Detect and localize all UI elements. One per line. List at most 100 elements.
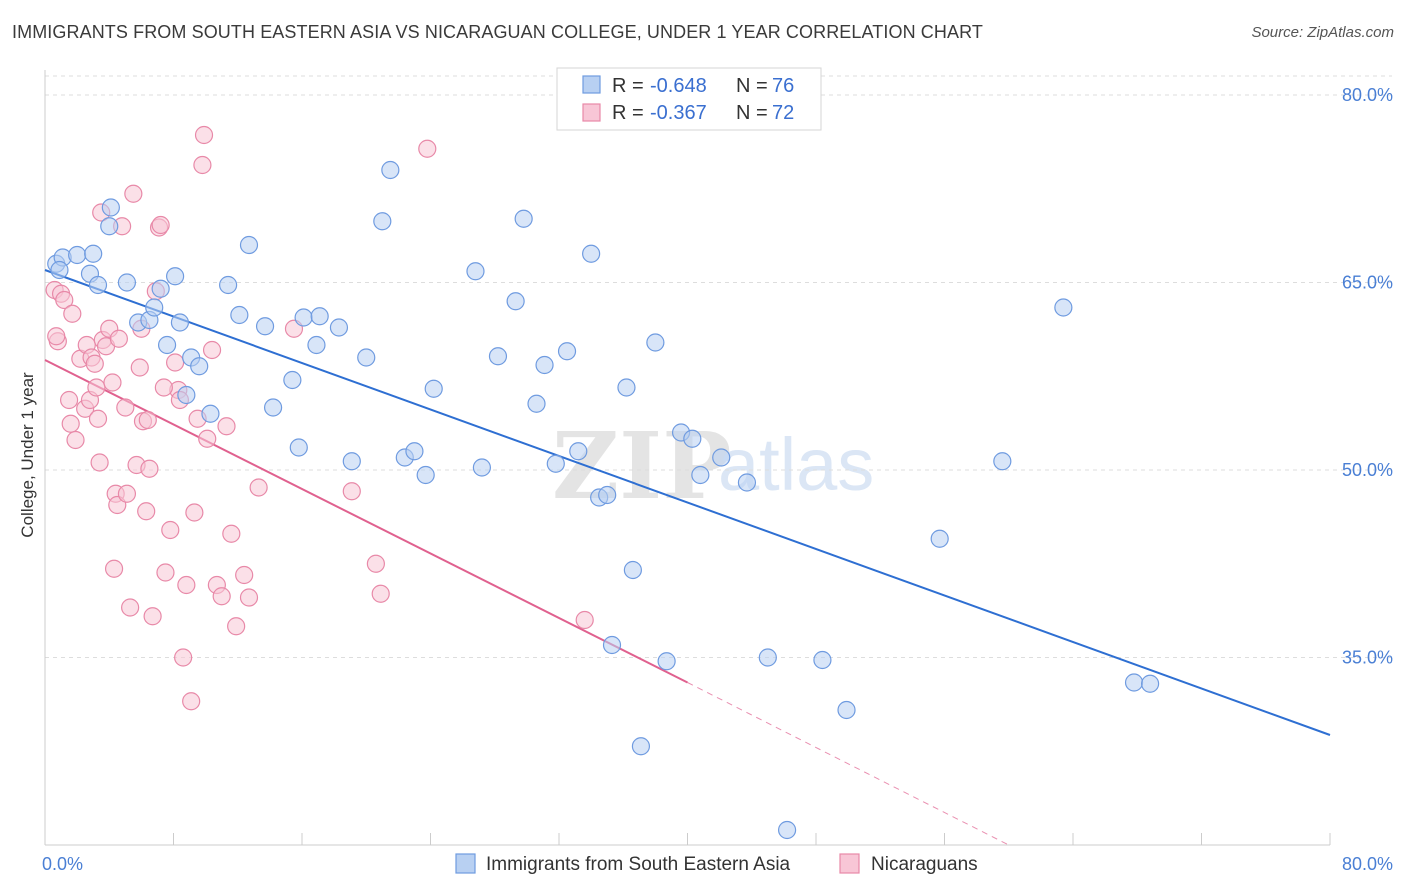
point-blue <box>190 357 209 376</box>
trend-line-blue <box>44 269 1331 736</box>
point-pink <box>182 692 201 711</box>
point-pink <box>235 565 254 585</box>
point-blue <box>691 465 710 485</box>
point-blue <box>263 398 283 417</box>
series-legend-label-pink: Nicaraguans <box>871 854 978 875</box>
point-pink <box>156 563 175 582</box>
legend-swatch-pink <box>582 103 601 122</box>
point-pink <box>121 598 140 617</box>
point-blue <box>230 305 249 325</box>
point-pink <box>117 484 137 503</box>
y-tick-label: 50.0% <box>1342 460 1393 480</box>
point-blue <box>631 737 651 756</box>
point-pink <box>239 588 259 607</box>
point-blue <box>166 267 185 286</box>
point-blue <box>239 235 259 255</box>
point-pink <box>222 524 241 543</box>
point-blue <box>758 648 777 667</box>
point-pink <box>194 125 214 145</box>
legend-n-label-pink: N = <box>736 102 768 124</box>
point-pink <box>174 648 193 667</box>
point-blue <box>602 635 622 655</box>
point-pink <box>116 398 135 417</box>
point-pink <box>212 587 231 606</box>
legend-swatch-blue <box>582 75 601 94</box>
point-pink <box>249 478 268 497</box>
point-pink <box>198 429 217 448</box>
point-blue <box>170 313 190 332</box>
point-pink <box>166 353 185 372</box>
chart-source: Source: ZipAtlas.com <box>1251 24 1394 41</box>
point-blue <box>50 260 69 280</box>
point-blue <box>294 308 313 327</box>
point-blue <box>837 700 856 720</box>
point-blue <box>329 318 349 337</box>
point-blue <box>712 448 731 467</box>
point-pink <box>137 502 156 521</box>
point-blue <box>101 198 120 217</box>
point-pink <box>63 304 82 323</box>
point-blue <box>535 355 554 375</box>
point-pink <box>140 459 159 478</box>
point-blue <box>289 438 308 457</box>
point-pink <box>185 503 204 522</box>
point-pink <box>161 520 180 540</box>
point-pink <box>154 378 173 397</box>
point-blue <box>777 820 797 840</box>
point-blue <box>506 292 525 311</box>
point-pink <box>418 139 437 158</box>
point-blue <box>1054 298 1073 317</box>
watermark-atlas: atlas <box>718 423 874 506</box>
point-pink <box>66 430 85 450</box>
point-pink <box>217 417 236 436</box>
point-blue <box>1124 673 1144 692</box>
legend-r-value-blue: -0.648 <box>650 75 707 97</box>
point-pink <box>177 575 196 595</box>
watermark-zip: ZIP <box>552 412 731 520</box>
trend-line-pink <box>44 359 688 684</box>
point-blue <box>546 454 565 473</box>
series-legend-swatch-blue <box>455 853 476 874</box>
x-tick-label: 80.0% <box>1342 854 1393 874</box>
point-blue <box>646 333 665 352</box>
point-blue <box>177 385 196 405</box>
legend-r-label-pink: R = <box>612 102 644 124</box>
point-blue <box>557 342 577 361</box>
point-blue <box>813 650 832 670</box>
point-blue <box>488 347 508 366</box>
point-blue <box>416 465 435 485</box>
point-pink <box>85 354 104 373</box>
point-blue <box>201 404 220 423</box>
point-blue <box>527 394 546 413</box>
point-pink <box>366 554 385 573</box>
correlation-legend: R = -0.648 N = 76 R = -0.367 N = 72 <box>556 67 822 131</box>
point-blue <box>381 160 400 180</box>
point-blue <box>930 529 949 548</box>
legend-r-label-blue: R = <box>612 75 644 97</box>
point-pink <box>124 184 143 203</box>
chart-title: IMMIGRANTS FROM SOUTH EASTERN ASIA VS NI… <box>12 22 983 42</box>
legend-n-value-blue: 76 <box>772 75 794 97</box>
point-blue <box>342 452 361 471</box>
point-pink <box>61 414 80 433</box>
series-legend: Immigrants from South Eastern Asia Nicar… <box>455 853 978 875</box>
point-blue <box>598 485 617 505</box>
axes <box>44 70 1331 846</box>
point-blue <box>88 275 108 295</box>
point-blue <box>373 212 392 231</box>
point-pink <box>193 155 212 175</box>
tick-labels: 35.0% 50.0% 65.0% 80.0% 0.0% 80.0% <box>42 85 1393 874</box>
point-blue <box>472 458 491 477</box>
point-blue <box>307 335 326 355</box>
point-blue <box>657 652 676 671</box>
y-tick-label: 80.0% <box>1342 85 1393 105</box>
point-blue <box>117 273 137 292</box>
y-axis-label: College, Under 1 year <box>18 372 37 538</box>
point-pink <box>55 290 74 310</box>
point-pink <box>227 617 246 636</box>
point-blue <box>1140 674 1160 693</box>
point-blue <box>84 244 103 263</box>
legend-box <box>556 67 822 131</box>
point-pink <box>59 390 79 410</box>
